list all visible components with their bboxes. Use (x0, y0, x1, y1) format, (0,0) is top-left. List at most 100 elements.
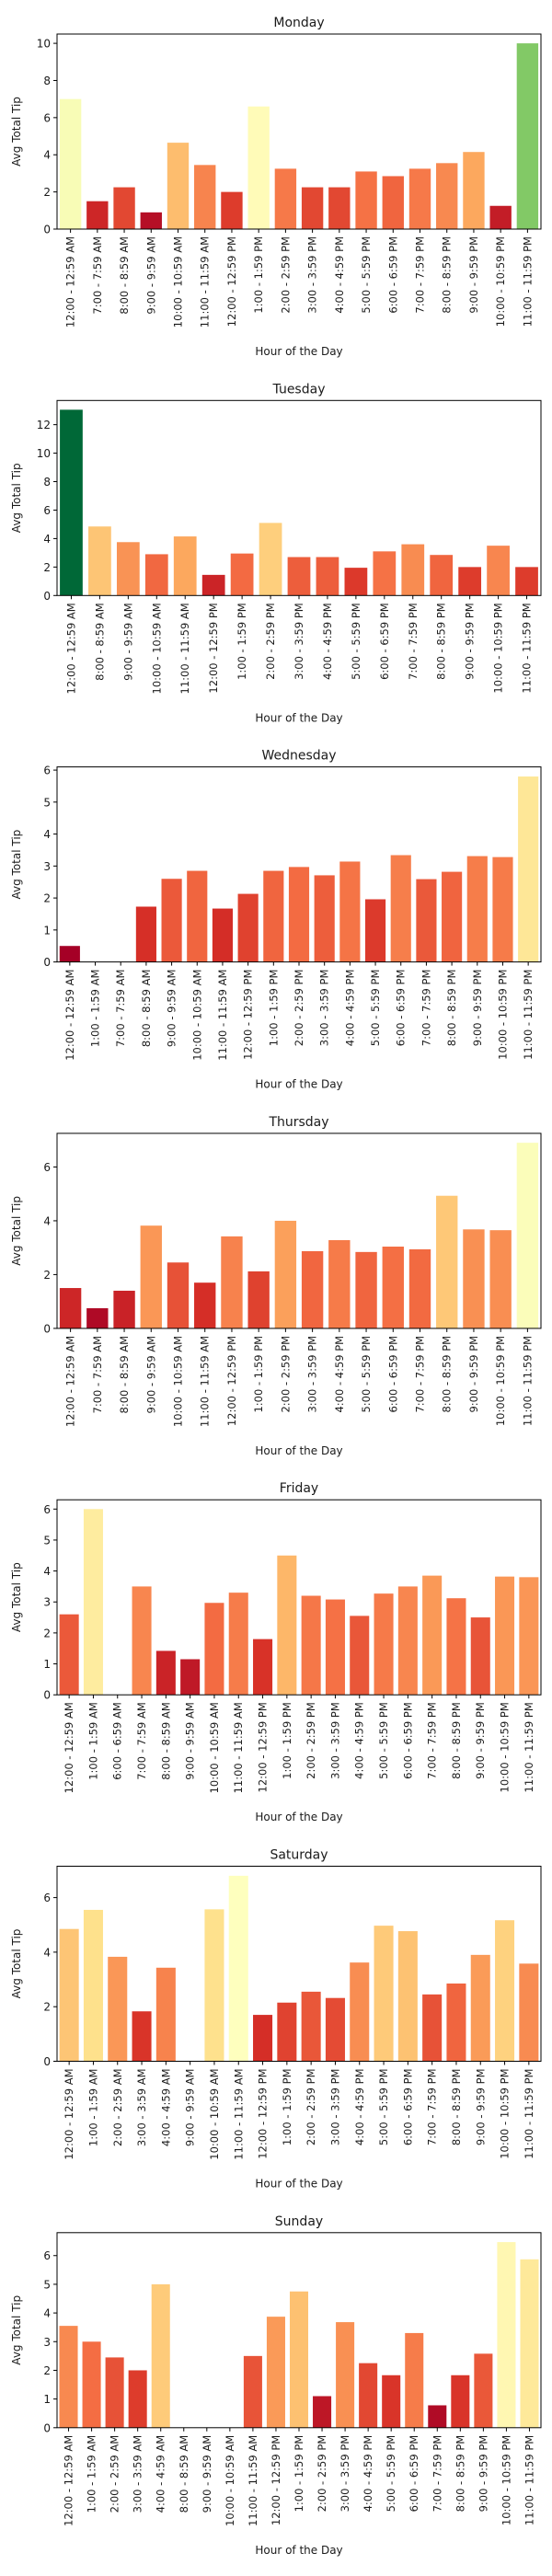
chart-title: Sunday (275, 2214, 323, 2229)
y-tick-label: 6 (43, 1161, 51, 1174)
x-tick-label: 3:00 - 3:59 PM (318, 970, 331, 1047)
x-tick-label: 9:00 - 9:59 PM (477, 2435, 489, 2513)
bar (221, 191, 243, 229)
bar (221, 1236, 243, 1328)
y-axis-label: Avg Total Tip (10, 97, 23, 167)
bar (355, 1251, 377, 1328)
bar (113, 187, 135, 229)
bar (518, 776, 539, 962)
bar (489, 205, 512, 229)
x-tick-label: 4:00 - 4:59 PM (333, 1336, 346, 1413)
bar (470, 1954, 490, 2062)
y-tick-label: 2 (43, 1627, 51, 1639)
y-tick-label: 4 (43, 2307, 51, 2320)
y-tick-label: 3 (43, 1596, 51, 1609)
x-tick-label: 8:00 - 8:59 PM (454, 2435, 466, 2513)
x-tick-label: 6:00 - 6:59 PM (401, 1702, 414, 1779)
x-tick-label: 11:00 - 11:59 PM (521, 1336, 534, 1426)
x-tick-label: 10:00 - 10:59 PM (499, 1702, 512, 1792)
bar (495, 1920, 515, 2062)
x-tick-label: 10:00 - 10:59 AM (208, 2069, 221, 2160)
x-tick-label: 10:00 - 10:59 PM (494, 1336, 507, 1426)
y-tick-label: 4 (43, 828, 51, 841)
axes-frame (56, 33, 542, 230)
x-tick-label: 10:00 - 10:59 PM (496, 970, 509, 1060)
x-tick-label: 12:00 - 12:59 PM (225, 1336, 238, 1426)
bar (132, 1586, 152, 1696)
x-tick-label: 1:00 - 1:59 AM (86, 2069, 99, 2147)
bar (519, 1577, 539, 1696)
x-tick-label: 7:00 - 7:59 PM (414, 236, 427, 314)
y-tick-label: 8 (43, 75, 51, 87)
x-tick-label: 1:00 - 1:59 PM (252, 236, 265, 314)
x-tick-label: 4:00 - 4:59 AM (155, 2435, 167, 2513)
x-tick-label: 10:00 - 10:59 AM (208, 1702, 221, 1793)
bar (428, 2405, 447, 2428)
x-tick-label: 7:00 - 7:59 AM (91, 1336, 104, 1414)
y-tick-label: 6 (43, 765, 51, 777)
x-tick-label: 10:00 - 10:59 PM (494, 236, 507, 327)
x-tick-label: 1:00 - 1:59 PM (293, 2435, 305, 2513)
bar (132, 2011, 152, 2062)
y-tick-label: 5 (43, 2278, 51, 2291)
x-tick-label: 9:00 - 9:59 PM (471, 970, 484, 1047)
y-tick-label: 6 (43, 504, 51, 517)
x-tick-label: 1:00 - 1:59 PM (252, 1336, 265, 1413)
bar (463, 1229, 485, 1328)
x-tick-label: 9:00 - 9:59 AM (121, 603, 134, 681)
bar (313, 2396, 332, 2428)
bar (204, 1909, 224, 2062)
bar (108, 1956, 128, 2062)
x-tick-label: 9:00 - 9:59 AM (184, 2069, 197, 2147)
x-tick-label: 3:00 - 3:59 PM (328, 2069, 341, 2146)
x-tick-label: 12:00 - 12:59 PM (225, 236, 238, 327)
x-tick-label: 9:00 - 9:59 PM (464, 603, 477, 680)
x-tick-label: 6:00 - 6:59 PM (378, 603, 391, 680)
x-tick-label: 10:00 - 10:59 AM (190, 970, 203, 1061)
x-tick-label: 6:00 - 6:59 PM (395, 970, 408, 1047)
x-tick-label: 5:00 - 5:59 PM (360, 1336, 373, 1413)
y-tick-label: 0 (43, 224, 51, 236)
x-tick-label: 11:00 - 11:59 PM (522, 970, 535, 1060)
bar (374, 1593, 394, 1696)
bar (336, 2322, 355, 2428)
x-tick-label: 12:00 - 12:59 AM (64, 603, 77, 694)
x-tick-label: 9:00 - 9:59 PM (474, 2069, 487, 2146)
axes-frame (56, 1133, 542, 1329)
x-tick-label: 3:00 - 3:59 PM (293, 603, 305, 680)
x-tick-label: 1:00 - 1:59 AM (86, 2435, 98, 2513)
y-tick-label: 4 (43, 149, 51, 162)
x-tick-label: 7:00 - 7:59 AM (114, 970, 127, 1048)
x-tick-label: 6:00 - 6:59 PM (408, 2435, 420, 2513)
y-axis-label: Avg Total Tip (10, 830, 23, 900)
bar (422, 1994, 443, 2062)
bar (397, 1586, 418, 1696)
bar (86, 201, 109, 229)
x-tick-label: 8:00 - 8:59 AM (178, 2435, 190, 2513)
bar (390, 855, 411, 962)
y-tick-label: 1 (43, 1658, 51, 1671)
x-axis-label: Hour of the Day (255, 345, 342, 358)
chart-title: Saturday (270, 1848, 328, 1863)
y-tick-label: 0 (43, 956, 51, 969)
y-tick-label: 4 (43, 1565, 51, 1578)
x-tick-label: 8:00 - 8:59 AM (118, 1336, 131, 1414)
bar (382, 1247, 404, 1328)
bar (59, 1614, 79, 1696)
x-tick-label: 11:00 - 11:59 AM (199, 236, 212, 328)
bar (422, 1575, 443, 1696)
bar (442, 871, 463, 962)
bar (355, 171, 377, 229)
bar (497, 2242, 516, 2428)
y-tick-label: 0 (43, 1689, 51, 1702)
x-tick-label: 12:00 - 12:59 PM (270, 2435, 282, 2525)
x-tick-label: 10:00 - 10:59 AM (150, 603, 163, 694)
x-tick-label: 1:00 - 1:59 PM (236, 603, 248, 680)
bar (167, 143, 190, 229)
chart-wednesday: Wednesday 0 1 2 3 4 5 6 12:00 - 12:59 AM 1:00 - 1… (10, 749, 542, 1091)
x-tick-label: 9:00 - 9:59 AM (166, 970, 178, 1048)
bar (301, 1595, 321, 1696)
bar (140, 212, 162, 229)
bar (408, 168, 431, 229)
bar (446, 1598, 466, 1696)
